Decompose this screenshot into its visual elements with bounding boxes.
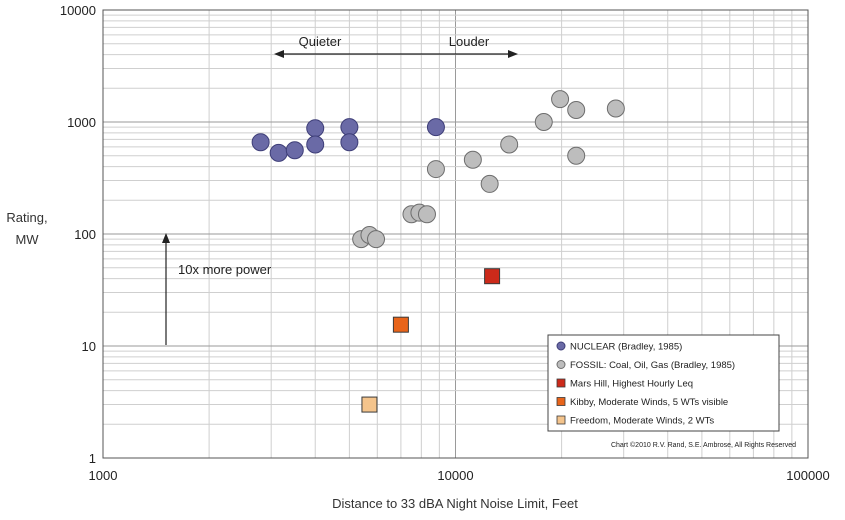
legend-marker <box>556 378 566 388</box>
data-point <box>426 118 445 137</box>
copyright-note: Chart ©2010 R.V. Rand, S.E. Ambrose, All… <box>611 441 796 449</box>
x-tick-label: 1000 <box>89 468 118 483</box>
data-point <box>285 141 304 160</box>
data-point <box>367 230 386 249</box>
data-point <box>361 396 378 413</box>
data-point <box>606 99 625 118</box>
y-tick-label: 10 <box>82 339 96 354</box>
x-tick-label: 100000 <box>786 468 829 483</box>
data-point <box>417 205 436 224</box>
y-tick-label: 100 <box>74 227 96 242</box>
legend-marker <box>556 360 566 369</box>
data-point <box>306 119 325 138</box>
legend-label: FOSSIL: Coal, Oil, Gas (Bradley, 1985) <box>570 360 735 371</box>
data-point <box>534 113 553 131</box>
data-point <box>567 146 586 165</box>
power-label: 10x more power <box>178 262 272 277</box>
quieter-louder-annotation: Quieter Louder <box>274 34 518 58</box>
legend-label: Freedom, Moderate Winds, 2 WTs <box>570 416 714 427</box>
legend-marker <box>556 341 566 351</box>
plot-frame <box>102 9 809 459</box>
left-arrowhead <box>274 50 284 58</box>
up-arrowhead <box>162 233 170 243</box>
y-tick-label: 10000 <box>60 3 96 18</box>
legend-label: NUCLEAR (Bradley, 1985) <box>570 342 682 353</box>
quieter-label: Quieter <box>299 34 342 49</box>
data-point <box>484 268 501 285</box>
data-point <box>463 150 482 169</box>
y-tick-label: 1000 <box>67 115 96 130</box>
tick-labels: 1000 10000 100000 1 10 100 1000 10000 <box>60 3 830 483</box>
legend-label: Kibby, Moderate Winds, 5 WTs visible <box>570 397 728 408</box>
data-point <box>551 90 570 109</box>
data-point <box>500 135 519 154</box>
x-axis-label: Distance to 33 dBA Night Noise Limit, Fe… <box>332 496 578 511</box>
power-annotation: 10x more power <box>162 233 272 345</box>
y-axis-label-line1: Rating, <box>6 210 47 225</box>
right-arrowhead <box>508 50 518 58</box>
legend-box <box>547 334 780 432</box>
data-point <box>480 174 499 193</box>
louder-label: Louder <box>449 34 490 49</box>
x-tick-label: 10000 <box>437 468 473 483</box>
data-point <box>251 133 270 152</box>
data-point <box>392 316 409 333</box>
y-axis-label-line2: MW <box>15 232 39 247</box>
data-point <box>426 160 445 179</box>
data-point <box>340 118 359 137</box>
y-tick-label: 1 <box>89 451 96 466</box>
data-point <box>340 133 359 152</box>
legend: NUCLEAR (Bradley, 1985) FOSSIL: Coal, Oil… <box>547 334 780 432</box>
data-points <box>251 90 625 413</box>
data-point <box>567 100 586 119</box>
legend-marker <box>556 397 566 406</box>
legend-marker <box>556 415 566 425</box>
legend-label: Mars Hill, Highest Hourly Leq <box>570 379 693 390</box>
data-point <box>306 135 325 154</box>
legend-items: NUCLEAR (Bradley, 1985) FOSSIL: Coal, Oil… <box>556 341 735 427</box>
data-point <box>269 143 288 162</box>
